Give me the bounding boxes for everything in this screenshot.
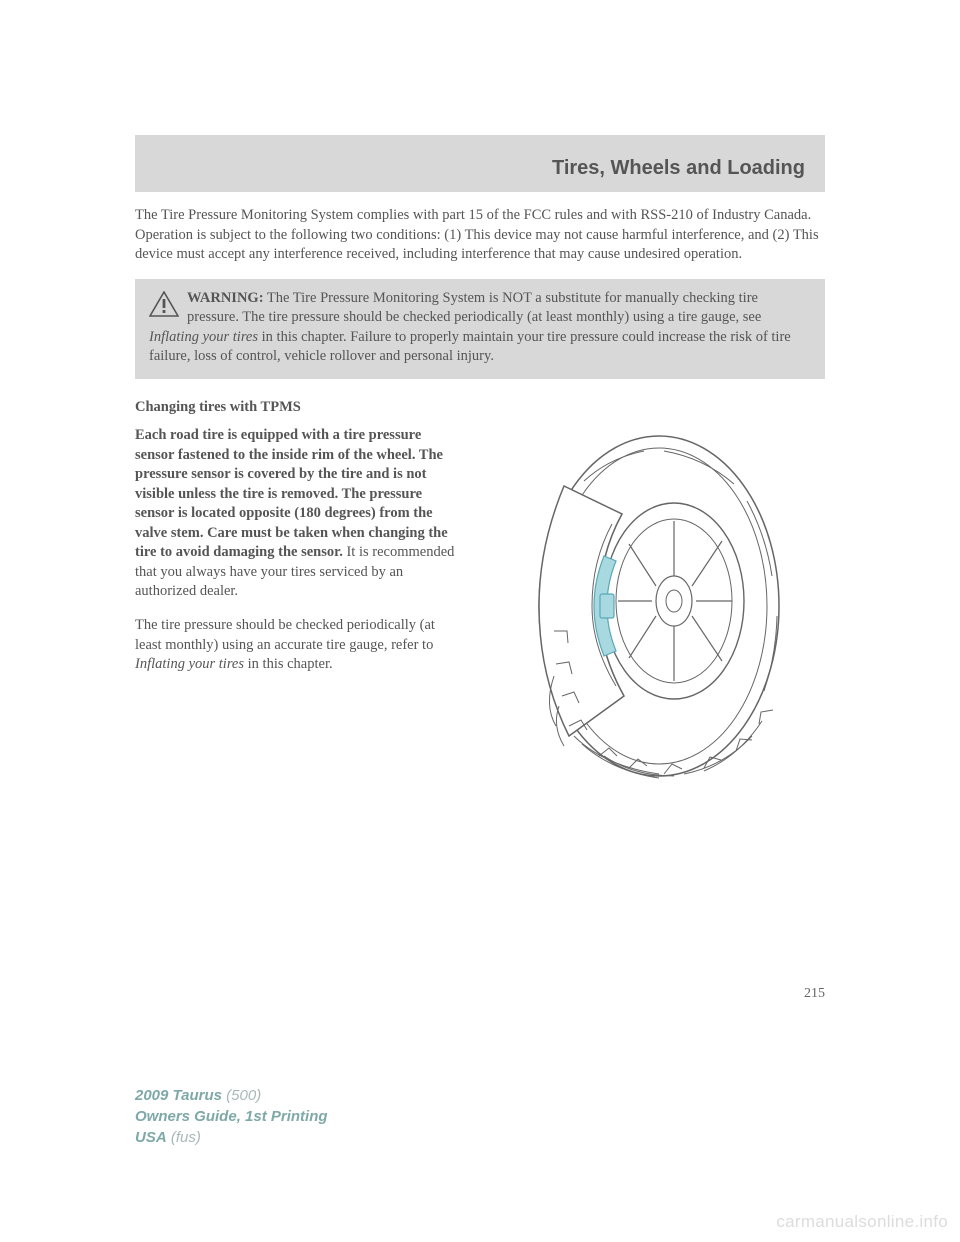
chapter-title: Tires, Wheels and Loading (155, 157, 805, 180)
footer-region-line: USA (fus) (135, 1127, 328, 1148)
warning-italic-ref: Inflating your tires (149, 329, 258, 345)
tire-cutaway-illustration (504, 426, 794, 786)
manual-page: Tires, Wheels and Loading The Tire Press… (135, 135, 825, 1002)
warning-label: WARNING: (187, 290, 264, 306)
tpms-paragraph-2: The tire pressure should be checked peri… (135, 616, 455, 675)
tpms-bold-text: Each road tire is equipped with a tire p… (135, 427, 448, 560)
footer-region-code: (fus) (167, 1129, 201, 1146)
chapter-header-bar: Tires, Wheels and Loading (135, 135, 825, 192)
page-number: 215 (135, 986, 825, 1002)
tpms-text-column: Each road tire is equipped with a tire p… (135, 426, 455, 786)
footer-model: 2009 Taurus (135, 1087, 222, 1104)
tpms-illustration-column (473, 426, 825, 786)
footer-guide-line: Owners Guide, 1st Printing (135, 1106, 328, 1127)
warning-icon (149, 291, 179, 322)
footer-model-line: 2009 Taurus (500) (135, 1085, 328, 1106)
section-heading: Changing tires with TPMS (135, 399, 825, 416)
footer-region: USA (135, 1129, 167, 1146)
warning-box: WARNING: The Tire Pressure Monitoring Sy… (135, 279, 825, 379)
intro-paragraph: The Tire Pressure Monitoring System comp… (135, 206, 825, 265)
tpms2-italic-ref: Inflating your tires (135, 656, 244, 672)
tpms2-post: in this chapter. (244, 656, 333, 672)
warning-text: WARNING: The Tire Pressure Monitoring Sy… (149, 289, 811, 367)
watermark-text: carmanualsonline.info (776, 1212, 948, 1232)
footer-block: 2009 Taurus (500) Owners Guide, 1st Prin… (135, 1085, 328, 1148)
warning-body-pre: The Tire Pressure Monitoring System is N… (187, 290, 761, 326)
tpms2-pre: The tire pressure should be checked peri… (135, 617, 435, 653)
footer-model-code: (500) (222, 1087, 261, 1104)
tpms-paragraph-1: Each road tire is equipped with a tire p… (135, 426, 455, 602)
tpms-two-column: Each road tire is equipped with a tire p… (135, 426, 825, 786)
